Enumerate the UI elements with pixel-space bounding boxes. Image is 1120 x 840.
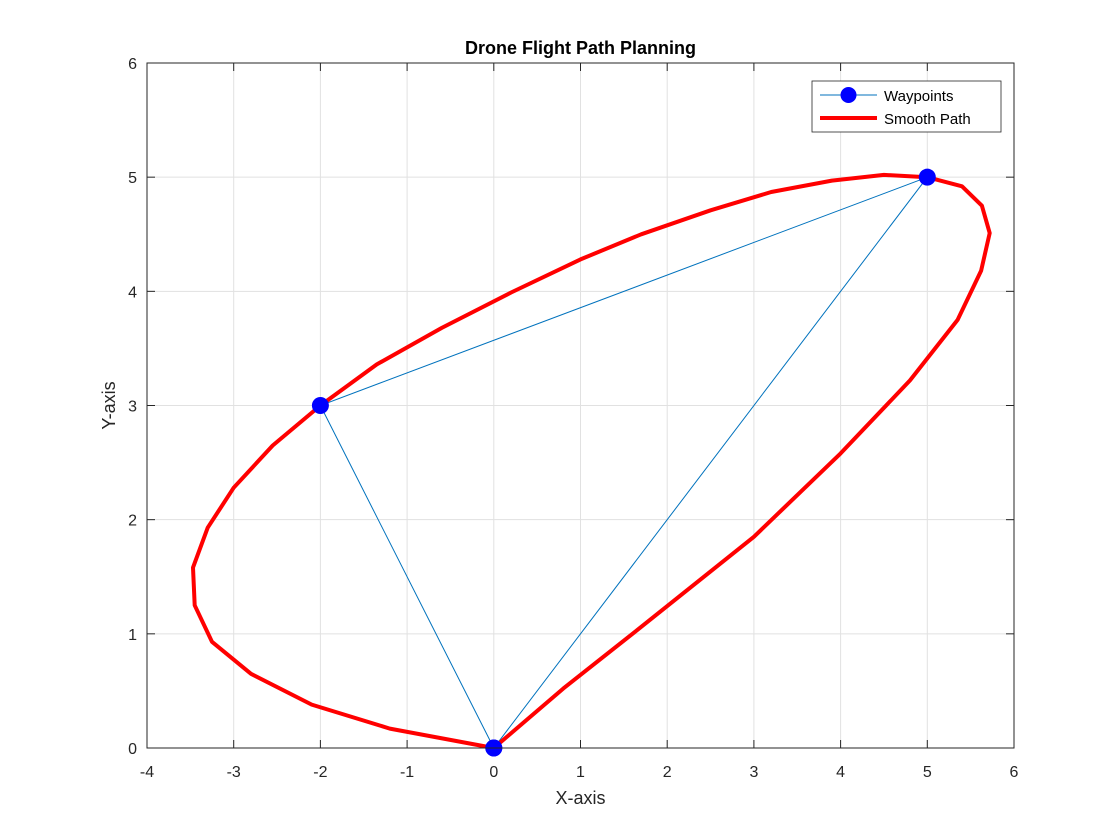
waypoint-marker [918, 168, 936, 186]
waypoint-marker [311, 397, 329, 414]
y-tick-label: 0 [128, 741, 137, 758]
x-tick-label: -3 [227, 764, 241, 781]
x-tick-label: -1 [400, 764, 414, 781]
y-tick-label: 3 [128, 399, 137, 416]
smooth-path-line [191, 172, 992, 750]
x-tick-labels: -4 -3 -2 -1 0 1 2 3 4 5 6 [140, 764, 1019, 781]
legend-waypoints-marker [840, 87, 857, 103]
legend-smooth-path-label: Smooth Path [884, 111, 971, 128]
axes-box [146, 62, 1015, 749]
x-tick-label: 2 [663, 764, 672, 781]
x-axis-label: X-axis [555, 788, 605, 808]
x-tick-label: -2 [313, 764, 327, 781]
x-tick-label: 0 [489, 764, 498, 781]
x-tick-label: 5 [923, 764, 932, 781]
waypoints-line [319, 176, 929, 749]
x-tick-label: -4 [140, 764, 154, 781]
y-axis-label: Y-axis [99, 381, 119, 429]
data-series [191, 168, 992, 757]
legend-waypoints-label: Waypoints [884, 88, 953, 105]
x-tick-label: 4 [836, 764, 845, 781]
y-tick-label: 4 [128, 284, 137, 301]
x-tick-label: 3 [749, 764, 758, 781]
y-tick-label: 5 [128, 170, 137, 187]
x-tick-label: 1 [576, 764, 585, 781]
y-tick-label: 1 [128, 627, 137, 644]
y-tick-label: 6 [128, 56, 137, 73]
chart-title: Drone Flight Path Planning [465, 38, 696, 58]
legend: Waypoints Smooth Path [811, 80, 1002, 133]
y-tick-label: 2 [128, 513, 137, 530]
y-tick-labels: 0 1 2 3 4 5 6 [128, 56, 137, 758]
x-tick-label: 6 [1010, 764, 1019, 781]
